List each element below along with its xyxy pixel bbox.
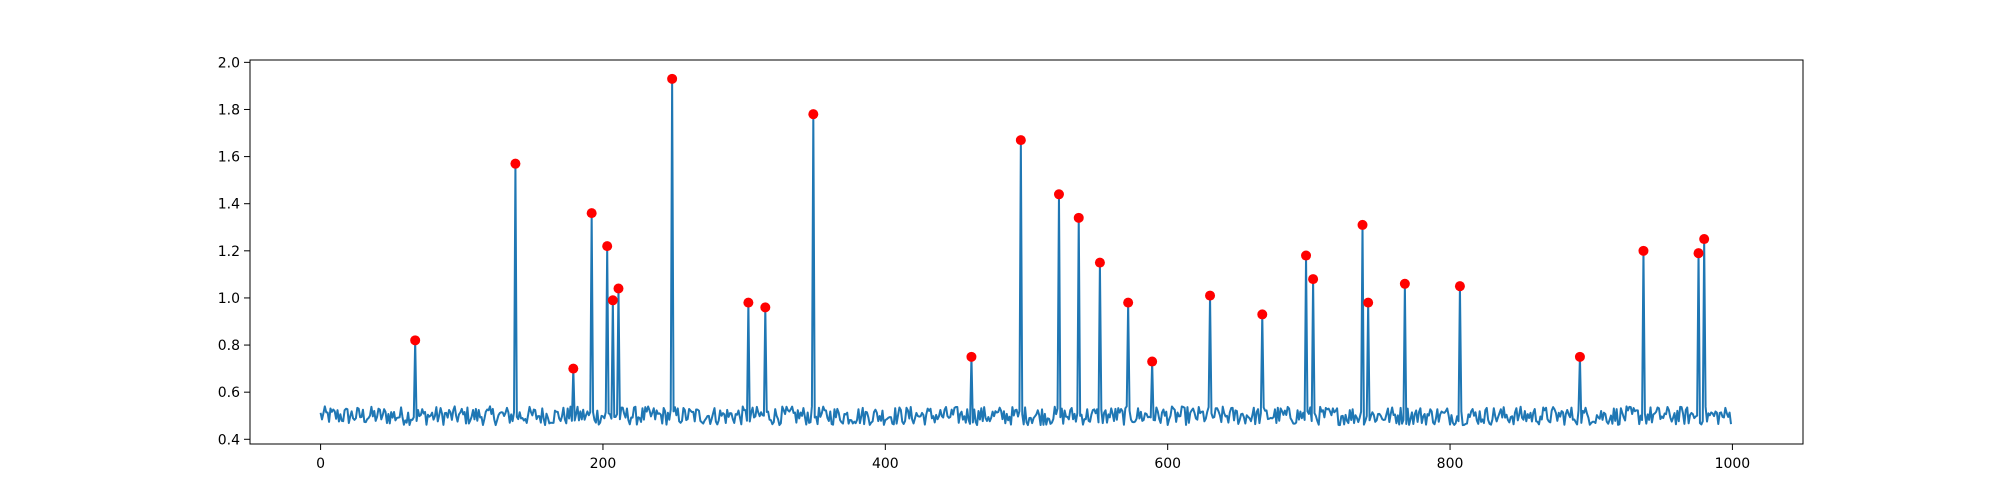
peak-marker — [760, 302, 771, 313]
x-tick-label: 600 — [1154, 456, 1181, 472]
y-tick-label: 1.2 — [218, 244, 240, 260]
x-tick-label: 800 — [1437, 456, 1464, 472]
x-tick-label: 200 — [590, 456, 617, 472]
peak-marker — [613, 283, 624, 294]
peak-marker — [1699, 234, 1710, 245]
x-axis: 0 200 400 600 800 1000 — [316, 444, 1750, 472]
y-tick-label: 0.4 — [218, 432, 240, 448]
peak-marker — [1574, 351, 1585, 362]
peak-marker — [410, 335, 421, 346]
y-tick-label: 0.6 — [218, 385, 240, 401]
peak-marker — [1073, 212, 1084, 223]
peak-markers-layer — [410, 73, 1710, 374]
x-tick-label: 1000 — [1715, 456, 1751, 472]
y-axis: 0.4 0.6 0.8 1.0 1.2 1.4 1.6 1.8 2.0 — [218, 55, 250, 448]
peak-marker — [667, 73, 678, 84]
peak-marker — [1301, 250, 1312, 261]
y-tick-label: 1.0 — [218, 291, 240, 307]
peak-marker — [743, 297, 754, 308]
peak-marker — [586, 208, 597, 219]
peak-marker — [1638, 245, 1649, 256]
y-tick-label: 2.0 — [218, 55, 240, 71]
peak-marker — [1205, 290, 1216, 301]
peak-marker — [607, 295, 618, 306]
peak-marker — [1357, 219, 1368, 230]
peak-marker — [1123, 297, 1134, 308]
y-tick-label: 1.6 — [218, 150, 240, 166]
series-line-layer — [319, 77, 1732, 427]
peak-marker — [1147, 356, 1158, 367]
series-line — [319, 77, 1732, 427]
y-tick-label: 1.8 — [218, 102, 240, 118]
peak-marker — [510, 158, 521, 169]
x-tick-label: 400 — [872, 456, 899, 472]
peak-marker — [1094, 257, 1105, 268]
peak-marker — [1257, 309, 1268, 320]
peak-marker — [1693, 248, 1704, 259]
peak-marker — [1454, 281, 1465, 292]
peak-marker — [1015, 135, 1026, 146]
peak-marker — [568, 363, 579, 374]
x-tick-label: 0 — [316, 456, 325, 472]
peak-marker — [1399, 278, 1410, 289]
peak-marker — [808, 109, 819, 120]
peak-marker — [966, 351, 977, 362]
y-tick-label: 1.4 — [218, 197, 240, 213]
peak-marker — [1363, 297, 1374, 308]
plot-frame — [249, 59, 1804, 445]
y-tick-label: 0.8 — [218, 338, 240, 354]
peak-marker — [1053, 189, 1064, 200]
peak-marker — [602, 241, 613, 252]
peak-marker — [1308, 274, 1319, 285]
